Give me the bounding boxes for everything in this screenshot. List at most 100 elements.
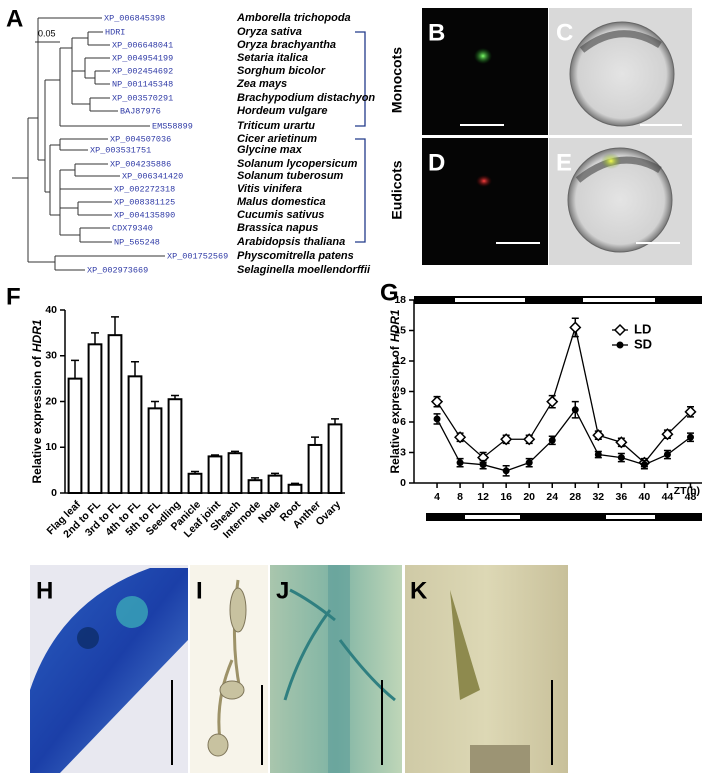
y-axis-label-gene: HDR1 — [388, 309, 402, 342]
point — [479, 461, 487, 469]
accession-label: XP_002973669 — [87, 265, 148, 275]
panel-letter: A — [6, 5, 23, 32]
accession-label: NP_565248 — [114, 237, 160, 247]
x-tick-label: 48 — [685, 491, 697, 503]
y-axis-label-text: Relative expression of — [388, 345, 402, 473]
species-label: Oryza brachyantha — [237, 39, 336, 51]
species-label: Brassica napus — [237, 222, 318, 234]
accession-label: BAJ87976 — [120, 106, 161, 116]
photoperiod-bars — [414, 296, 702, 521]
bar — [327, 423, 343, 494]
point — [615, 436, 628, 449]
x-tick-label: 24 — [546, 491, 558, 503]
y-axis-label: Relative expression of HDR1 — [388, 309, 402, 473]
point — [433, 415, 441, 423]
point — [594, 451, 602, 459]
panel-letter: G — [380, 279, 399, 306]
panel-letter: E — [556, 149, 572, 176]
species-label: Hordeum vulgare — [237, 105, 327, 117]
accession-label: XP_001752569 — [167, 251, 228, 261]
species-label: Oryza sativa — [237, 26, 302, 38]
species-label: Arabidopsis thaliana — [236, 236, 345, 248]
species-label: Malus domestica — [237, 196, 326, 208]
species-label: Brachypodium distachyon — [237, 92, 375, 104]
accession-label: XP_002272318 — [114, 184, 175, 194]
y-axis-label-gene: HDR1 — [30, 319, 44, 352]
accession-label: XP_004507036 — [110, 134, 171, 144]
accession-label: CDX79340 — [112, 223, 153, 233]
x-tick-label: 36 — [616, 491, 628, 503]
x-tick-label: 4 — [434, 491, 440, 503]
series-line — [436, 324, 691, 464]
micrographs-gus — [30, 565, 568, 773]
accession-label: NP_001145348 — [112, 79, 173, 89]
bar — [147, 407, 163, 494]
accession-label: XP_006845398 — [104, 13, 165, 23]
panel-letter: F — [6, 283, 21, 310]
bar — [267, 474, 283, 494]
panel-letter: C — [556, 19, 573, 46]
accession-label: XP_003570291 — [112, 93, 173, 103]
x-axis-label: ZT(h) — [674, 485, 700, 497]
bar — [187, 472, 203, 495]
accession-label: HDRI — [105, 27, 125, 37]
species-label: Solanum tuberosum — [237, 170, 344, 182]
point — [663, 451, 671, 459]
clade-label: Eudicots — [389, 160, 405, 219]
point — [523, 433, 536, 446]
species-label: Amborella trichopoda — [236, 12, 351, 24]
y-tick-label: 0 — [400, 477, 406, 489]
bar — [127, 375, 143, 494]
species-label: Selaginella moellendorffii — [237, 264, 371, 276]
species-label: Triticum urartu — [237, 120, 315, 132]
bar — [107, 334, 123, 494]
micrographs-fluorescence — [422, 8, 692, 265]
species-label: Physcomitrella patens — [237, 250, 354, 262]
point — [502, 467, 510, 475]
bar — [227, 452, 243, 495]
point — [500, 433, 513, 446]
y-tick-label: 6 — [400, 416, 406, 428]
species-label: Cicer arietinum — [237, 133, 317, 145]
point — [548, 436, 556, 444]
panel-letter: B — [428, 19, 445, 46]
point — [571, 406, 579, 414]
y-tick-label: 18 — [394, 294, 406, 306]
point — [456, 459, 464, 467]
y-tick-label: 15 — [394, 324, 406, 336]
point — [569, 321, 582, 334]
bar — [87, 343, 103, 494]
phylogenetic-tree — [12, 17, 366, 271]
x-tick-label: 32 — [592, 491, 604, 503]
y-tick-label: 3 — [400, 446, 406, 458]
x-tick-label: 8 — [457, 491, 463, 503]
point — [661, 428, 674, 441]
bar — [67, 377, 83, 494]
panel-letter: I — [196, 577, 203, 604]
accession-label: XP_002454692 — [112, 66, 173, 76]
species-label: Setaria italica — [237, 52, 308, 64]
legend-label: SD — [634, 336, 652, 351]
legend-label: LD — [634, 321, 651, 336]
accession-label: XP_003531751 — [90, 145, 151, 155]
accession-label: XP_006341420 — [122, 171, 183, 181]
y-tick-label: 20 — [45, 395, 57, 407]
bar — [287, 483, 303, 495]
species-label: Solanum lycopersicum — [237, 158, 358, 170]
species-label: Vitis vinifera — [237, 183, 302, 195]
x-tick-label: 20 — [523, 491, 535, 503]
y-tick-label: 12 — [394, 355, 406, 367]
point — [546, 395, 559, 408]
panel-letter: J — [276, 577, 289, 604]
point — [684, 405, 697, 418]
x-tick-label: 12 — [477, 491, 489, 503]
panel-letter: H — [36, 577, 53, 604]
accession-label: EMS58899 — [152, 121, 193, 131]
point — [525, 459, 533, 467]
species-label: Cucumis sativus — [237, 209, 324, 221]
bar — [207, 455, 223, 494]
panel-letters: A B C D E F G H I J K — [6, 5, 573, 604]
y-tick-label: 40 — [45, 304, 57, 316]
species-label: Zea mays — [236, 78, 287, 90]
